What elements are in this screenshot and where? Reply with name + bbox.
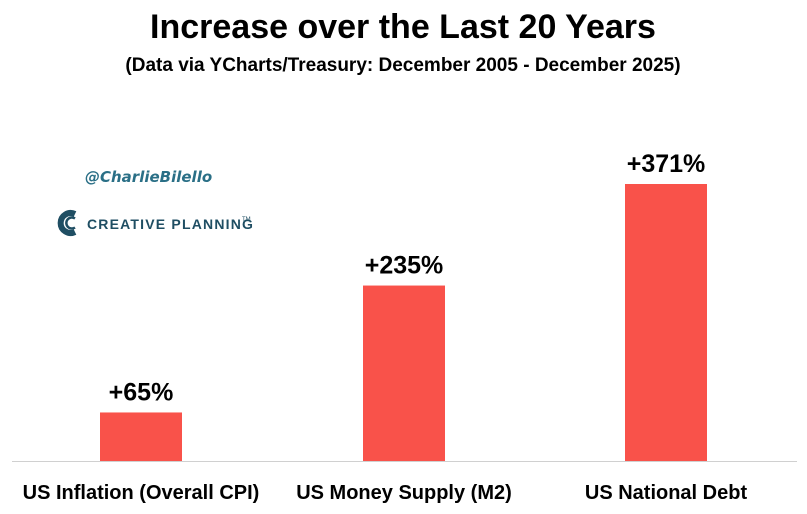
- author-handle: @CharlieBilello: [85, 168, 212, 186]
- category-label-2: US National Debt: [585, 482, 748, 504]
- brand-name: CREATIVE PLANNING: [87, 216, 254, 232]
- bar-value-label-2: +371%: [627, 150, 706, 178]
- value-labels-group: +65% +235% +371%: [109, 150, 706, 406]
- bar-0: [100, 412, 182, 461]
- bar-1: [363, 285, 445, 461]
- category-label-1: US Money Supply (M2): [296, 482, 512, 504]
- creative-planning-logo-icon: [57, 210, 77, 236]
- bar-value-label-0: +65%: [109, 378, 174, 406]
- category-label-0: US Inflation (Overall CPI): [23, 482, 260, 504]
- category-labels-group: US Inflation (Overall CPI) US Money Suppl…: [23, 482, 748, 504]
- brand-trademark: TM: [242, 217, 251, 223]
- bar-value-label-1: +235%: [365, 252, 444, 280]
- chart-title: Increase over the Last 20 Years: [150, 8, 656, 46]
- watermark: @CharlieBilello CREATIVE PLANNING TM: [57, 168, 254, 236]
- bars-group: [100, 184, 707, 461]
- chart-subtitle: (Data via YCharts/Treasury: December 200…: [125, 55, 680, 76]
- bar-2: [625, 184, 707, 461]
